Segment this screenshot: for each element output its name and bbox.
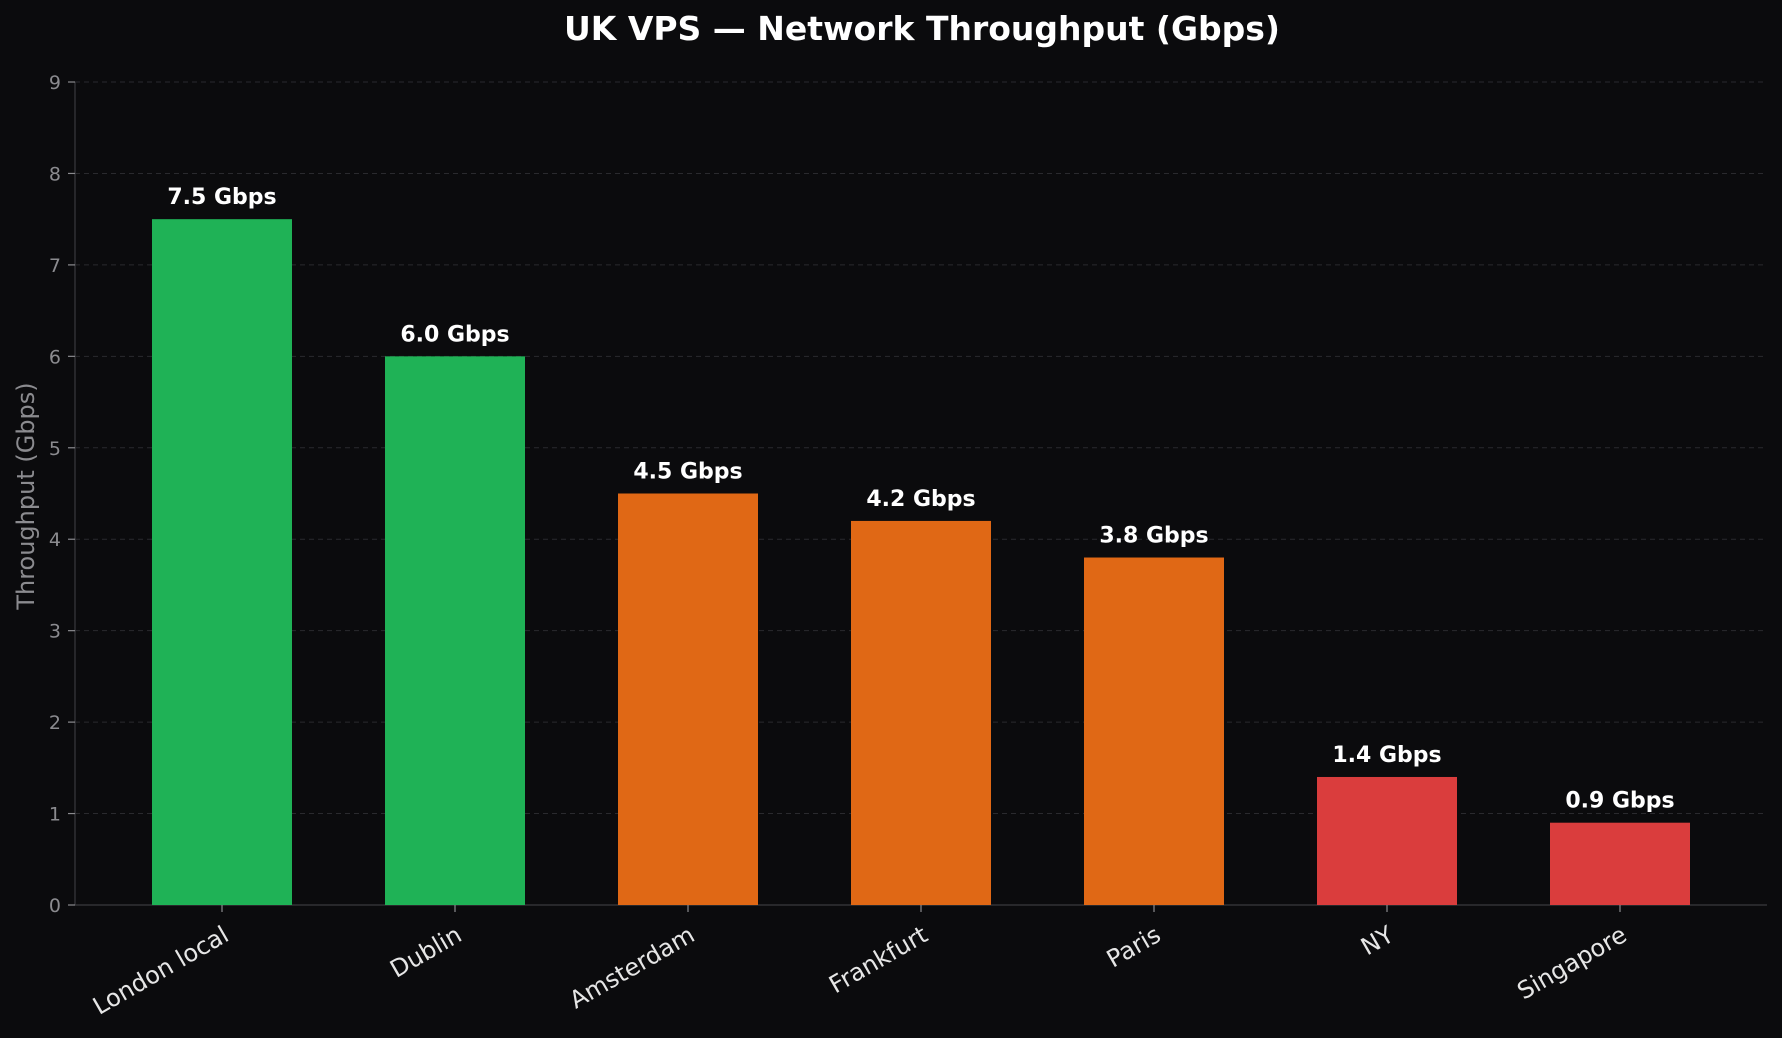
x-tick-label: Paris [1102,920,1165,973]
x-tick-label: Amsterdam [565,920,700,1014]
bar-value-label: 4.2 Gbps [866,487,975,512]
y-tick-label: 9 [49,72,61,94]
y-tick-label: 6 [49,346,61,368]
bar-value-label: 4.5 Gbps [633,460,742,485]
x-tick-label: London local [88,920,233,1020]
bar-value-label: 3.8 Gbps [1099,524,1208,549]
y-tick-label: 1 [49,804,61,826]
bar-value-label: 0.9 Gbps [1565,789,1674,814]
y-tick-label: 4 [49,529,61,551]
x-tick-label: NY [1356,920,1399,961]
chart-title: UK VPS — Network Throughput (Gbps) [564,9,1280,48]
bar-ny [1317,776,1457,905]
bars [152,219,1690,905]
bar-frankfurt [851,520,991,905]
bar-dublin [385,356,525,905]
y-tick-label: 8 [49,163,61,185]
x-tick-label: Dublin [385,920,466,983]
x-tick-label: Frankfurt [824,920,932,999]
bar-value-label: 1.4 Gbps [1332,743,1441,768]
bar-paris [1084,557,1224,905]
bar-amsterdam [618,493,758,905]
y-tick-label: 0 [49,895,61,917]
x-tick-labels: London local Dublin Amsterdam Frankfurt Pari… [88,905,1631,1021]
bar-value-label: 6.0 Gbps [400,322,509,347]
bar-value-label: 7.5 Gbps [167,185,276,210]
y-tick-label: 5 [49,438,61,460]
y-tick-labels: 0 1 2 3 4 5 6 7 8 9 [49,72,75,917]
y-tick-label: 3 [49,621,61,643]
y-tick-label: 2 [49,712,61,734]
bar-london-local [152,219,292,905]
x-tick-label: Singapore [1513,920,1632,1005]
y-axis-label: Throughput (Gbps) [12,382,40,610]
bar-singapore [1550,822,1690,905]
y-tick-label: 7 [49,255,61,277]
value-labels: 7.5 Gbps 6.0 Gbps 4.5 Gbps 4.2 Gbps 3.8 Gbps… [167,185,1674,814]
